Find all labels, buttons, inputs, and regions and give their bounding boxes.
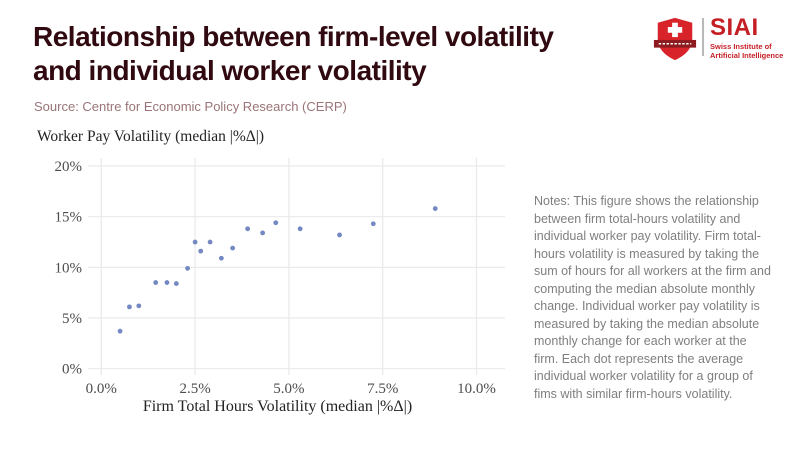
data-point [117,328,123,334]
logo-name: Swiss Institute of Artificial Intelligen… [710,42,783,61]
data-point [245,226,251,232]
x-tick-label: 2.5% [179,381,210,397]
data-point [185,265,190,271]
y-tick-label: 10% [55,260,83,276]
y-tick-label: 5% [62,311,82,327]
logo-text: SIAI Swiss Institute of Artificial Intel… [710,16,783,61]
data-point [173,281,179,286]
x-tick-label: 10.0% [457,381,496,397]
data-point [127,304,132,310]
data-point [260,230,266,236]
data-point [136,303,142,309]
source-line: Source: Centre for Economic Policy Resea… [34,99,347,114]
page-title-line1: Relationship between firm-level volatili… [33,21,554,52]
data-point [207,239,213,245]
data-point [153,280,159,285]
scatter-plot: 0% 5% 10% 15% 20% 0.0% 2.5% 5.0% 7.5% 10.0% [55,158,505,397]
swiss-shield-icon [653,17,697,61]
data-point [218,255,224,261]
siai-logo: SIAI Swiss Institute of Artificial Intel… [652,16,783,62]
chart-y-axis-title: Worker Pay Volatility (median |%Δ|) [37,128,265,145]
data-point [198,248,204,254]
page-title-line2: and individual worker volatility [33,54,427,86]
x-tick-label: 5.0% [273,381,304,397]
y-tick-label: 15% [55,210,83,226]
logo-name-line1: Swiss Institute of [710,42,772,51]
data-point [192,239,198,245]
chart-x-axis-title: Firm Total Hours Volatility (median |%Δ|… [142,398,413,415]
logo-name-line2: Artificial Intelligence [710,51,784,61]
data-point [432,206,438,211]
x-tick-label: 0.0% [86,381,117,397]
x-tick-label: 7.5% [367,381,398,397]
data-point [164,280,170,285]
y-tick-label: 0% [62,362,82,378]
notes-paragraph: Notes: This figure shows the relationshi… [534,194,771,401]
data-point [297,226,303,232]
logo-acronym: SIAI [710,14,759,41]
page-title: Relationship between firm-level volatili… [33,20,678,87]
data-point [230,245,236,251]
data-point [370,221,376,227]
data-point [273,220,279,226]
y-tick-label: 20% [55,159,83,175]
logo-divider [702,18,704,56]
data-point [337,232,342,238]
